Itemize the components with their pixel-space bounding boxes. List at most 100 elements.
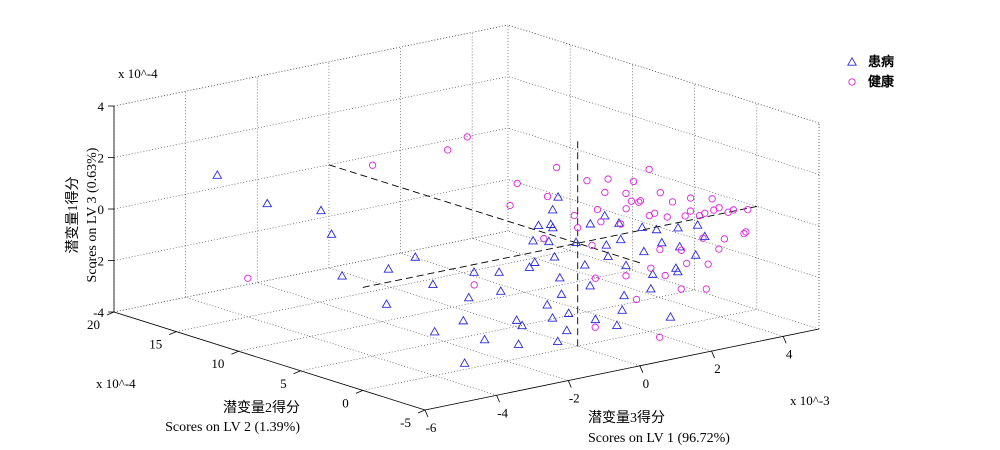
data-point: [604, 175, 612, 183]
origin-axis-lines: [328, 140, 757, 347]
data-point: [715, 245, 723, 253]
data-point: [686, 207, 695, 215]
grid-line: [362, 309, 757, 391]
data-point: [511, 315, 522, 324]
data-point: [585, 280, 596, 290]
x-axis-label: 潜变量3得分 Scores on LV 1 (96.72%): [588, 409, 730, 446]
data-point: [619, 290, 630, 300]
data-point: [597, 218, 605, 226]
z-axis-label: 潜变量1得分 Scores on LV 3 (0.63%): [64, 147, 100, 282]
x-tick-label: -6: [426, 420, 437, 435]
grid-line: [507, 230, 820, 330]
data-point: [543, 192, 552, 201]
grid-line: [176, 250, 571, 332]
data-point: [545, 219, 556, 228]
legend-label: 患病: [868, 54, 894, 70]
box-edge: [113, 24, 509, 107]
x-tick-mark: [567, 380, 572, 388]
data-point: [563, 308, 574, 317]
grid-line: [257, 282, 569, 381]
data-point: [590, 314, 601, 324]
data-point: [617, 305, 628, 314]
x-multiplier: x 10^-3: [790, 393, 830, 408]
data-point: [645, 165, 653, 174]
data-point: [622, 205, 630, 213]
z-tick-label: 2: [98, 151, 105, 166]
data-point: [494, 267, 505, 276]
y-axis-label-line-1: 潜变量2得分: [223, 399, 300, 416]
x-tick-label: -2: [569, 391, 580, 406]
data-point: [638, 246, 649, 256]
legend-marker: [848, 78, 856, 86]
data-point: [622, 189, 630, 198]
data-point: [637, 222, 648, 231]
grid-line: [507, 179, 820, 278]
series-2: [244, 133, 752, 341]
data-point: [614, 217, 624, 227]
y-axis-label: 潜变量2得分 Scores on LV 2 (1.39%): [165, 399, 300, 435]
grid-and-box: [113, 24, 820, 411]
data-point: [663, 213, 671, 221]
data-point: [695, 211, 704, 220]
data-point: [553, 191, 564, 201]
data-point: [742, 228, 750, 236]
x-tick-label: 4: [786, 346, 793, 361]
data-point: [593, 205, 602, 214]
data-point: [579, 259, 590, 269]
x-axis-label-line-1: 潜变量3得分: [588, 409, 665, 426]
grid-line: [328, 267, 641, 367]
data-point: [524, 262, 535, 271]
y-tick-mark: [293, 370, 301, 375]
data-point: [672, 266, 683, 276]
z-tick-label: -2: [93, 254, 104, 269]
y-multiplier: x 10^-4: [96, 376, 136, 391]
data-point: [506, 201, 514, 210]
data-point: [543, 236, 554, 246]
data-point: [656, 245, 664, 254]
x-tick-mark: [424, 409, 429, 418]
y-tick-label: 10: [211, 356, 224, 371]
data-point: [627, 197, 636, 205]
z-tick-label: 0: [98, 202, 105, 217]
data-point: [710, 206, 718, 214]
data-point: [702, 285, 710, 293]
data-point: [690, 249, 701, 259]
data-point: [570, 211, 578, 220]
data-point: [533, 220, 544, 230]
data-point: [677, 246, 686, 254]
data-point: [645, 211, 653, 220]
z-axis-label-line-1: 潜变量1得分: [64, 177, 81, 254]
data-point: [542, 299, 553, 309]
y-tick-label: 20: [87, 317, 100, 332]
data-point: [513, 179, 521, 188]
y-tick-mark: [169, 331, 177, 335]
data-point: [656, 333, 664, 341]
data-point: [552, 336, 563, 346]
data-point: [463, 133, 471, 141]
data-point: [262, 198, 273, 208]
data-point: [673, 222, 683, 232]
data-point: [574, 224, 582, 232]
data-point: [540, 234, 548, 243]
data-point: [620, 260, 631, 270]
data-point: [591, 323, 599, 331]
data-point: [668, 198, 677, 206]
grid-line: [300, 289, 695, 372]
y-tick-label: 5: [280, 376, 287, 391]
data-point: [645, 283, 656, 293]
data-point: [429, 326, 440, 336]
data-point: [556, 289, 567, 298]
data-point: [315, 205, 326, 215]
data-point: [665, 311, 676, 321]
data-point: [561, 325, 572, 335]
x-tick-mark: [782, 336, 787, 344]
data-point: [692, 219, 703, 229]
x-tick-label: 0: [643, 376, 650, 391]
z-multiplier: x 10^-4: [118, 66, 158, 81]
data-point: [603, 251, 614, 260]
data-point: [470, 281, 478, 289]
grid-line: [113, 76, 509, 158]
data-point: [571, 237, 581, 246]
